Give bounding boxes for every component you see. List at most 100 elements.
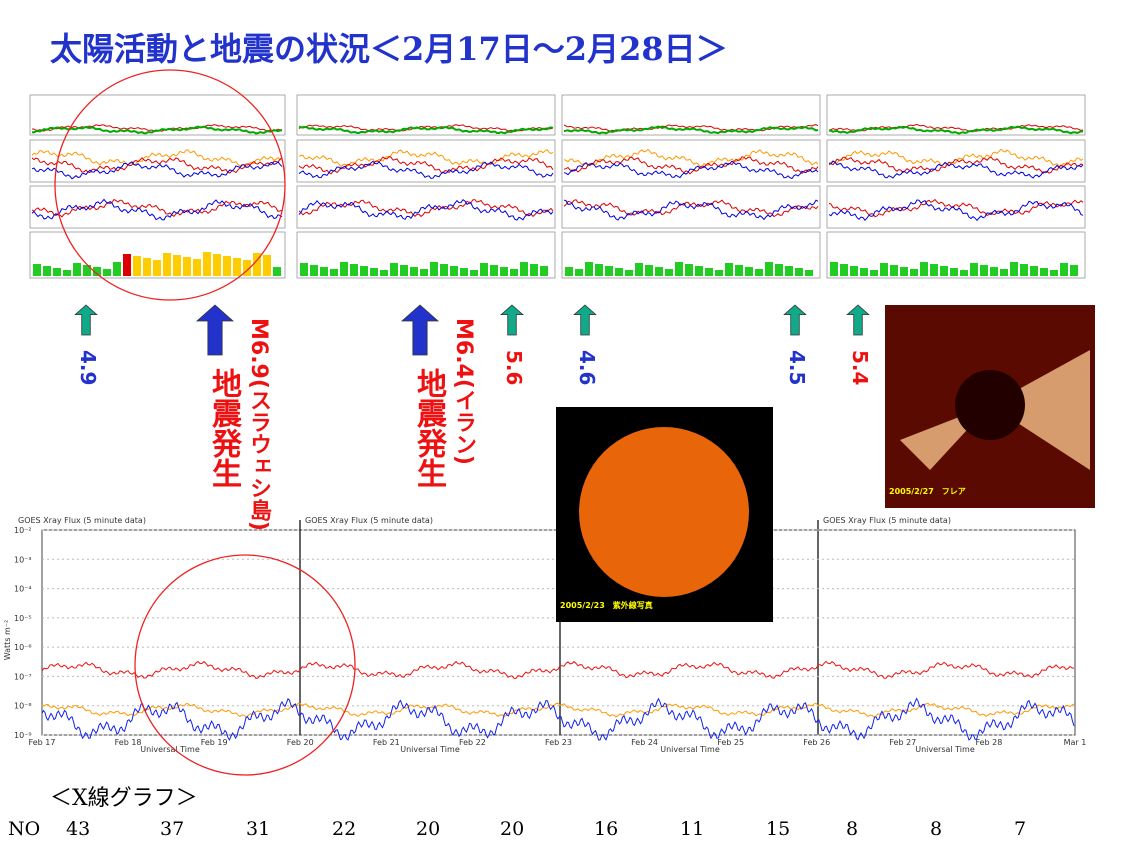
bar — [940, 266, 948, 276]
bar — [900, 267, 908, 276]
x-tick-label: Feb 26 — [803, 738, 830, 747]
bar — [273, 267, 281, 276]
panel — [29, 94, 286, 136]
bar — [950, 268, 958, 276]
bar — [685, 264, 693, 276]
bar — [540, 266, 548, 276]
bar — [470, 270, 478, 276]
bar — [970, 263, 978, 276]
bar — [805, 270, 813, 276]
bar — [850, 266, 858, 276]
x-axis-label: Universal Time — [140, 745, 200, 754]
curve — [828, 199, 1084, 222]
bar — [103, 269, 111, 276]
bar — [645, 265, 653, 276]
number: 31 — [246, 818, 271, 840]
curve — [298, 156, 554, 175]
highlight — [134, 554, 356, 776]
number: 37 — [160, 818, 185, 840]
bar — [735, 265, 743, 276]
curve — [563, 156, 819, 175]
x-tick-label: Feb 23 — [545, 738, 572, 747]
bar — [910, 269, 918, 276]
marker-label: 5.4 — [848, 350, 872, 386]
x-tick-label: Feb 21 — [373, 738, 400, 747]
bar — [755, 269, 763, 276]
marker-label: 5.6 — [502, 350, 526, 386]
bar — [595, 264, 603, 276]
bar — [53, 268, 61, 276]
curve — [828, 156, 1084, 174]
arrow — [400, 304, 440, 356]
curve — [828, 123, 1084, 132]
bar — [63, 270, 71, 276]
bar — [530, 264, 538, 276]
y-tick-label: 10⁻³ — [14, 555, 32, 564]
x-tick-label: Feb 25 — [717, 738, 744, 747]
curve — [563, 125, 819, 135]
bar — [300, 263, 308, 276]
bar — [153, 260, 161, 276]
bar — [263, 255, 271, 276]
caption: ＜X線グラフ＞ — [50, 786, 198, 811]
bar — [765, 262, 773, 276]
bar — [480, 263, 488, 276]
bar — [400, 265, 408, 276]
bar — [615, 268, 623, 276]
y-tick-label: 10⁻⁹ — [14, 731, 32, 740]
bar — [830, 262, 838, 276]
curve — [828, 125, 1084, 135]
sun — [579, 427, 749, 597]
panel — [296, 231, 556, 279]
bar — [675, 262, 683, 276]
bar — [785, 266, 793, 276]
curve — [563, 199, 819, 218]
curve — [828, 160, 1084, 179]
bar — [585, 262, 593, 276]
chart-title: GOES Xray Flux (5 minute data) — [823, 516, 951, 525]
bar — [370, 268, 378, 276]
y-tick-label: 10⁻⁴ — [14, 585, 32, 594]
marker-label: M6.9(スラウェシ島) — [246, 318, 271, 531]
curve — [41, 697, 1075, 741]
y-tick-label: 10⁻⁷ — [14, 672, 32, 681]
arrow — [783, 304, 807, 336]
bar — [795, 268, 803, 276]
x-tick-label: Feb 27 — [889, 738, 916, 747]
bar — [565, 267, 573, 276]
curve — [31, 198, 283, 221]
bar — [430, 262, 438, 276]
bar — [253, 253, 261, 276]
title: 太陽活動と地震の状況＜2月17日～2月28日＞ — [50, 30, 728, 68]
number: 16 — [594, 818, 619, 840]
curve — [31, 161, 283, 180]
bar — [183, 257, 191, 276]
bar — [1010, 262, 1018, 276]
curve — [298, 160, 554, 180]
number: 7 — [1014, 818, 1027, 840]
panel — [826, 185, 1086, 229]
bar — [440, 264, 448, 276]
bar — [163, 253, 171, 276]
bar — [410, 267, 418, 276]
curve — [31, 149, 283, 168]
bar — [840, 264, 848, 276]
bar — [575, 269, 583, 276]
marker-label: 4.5 — [785, 350, 809, 386]
bar — [1060, 263, 1068, 276]
x-axis-label: Universal Time — [915, 745, 975, 754]
marker-label: 4.9 — [76, 350, 100, 386]
number: 11 — [680, 818, 705, 840]
number: 8 — [930, 818, 943, 840]
curve — [31, 125, 282, 135]
panel — [561, 94, 821, 136]
bar — [340, 262, 348, 276]
arrow — [573, 304, 597, 336]
x-tick-label: Mar 1 — [1064, 738, 1087, 747]
arrow — [74, 304, 98, 336]
marker-label: 4.6 — [575, 350, 599, 386]
bar — [655, 267, 663, 276]
bar — [665, 269, 673, 276]
number: 22 — [332, 818, 357, 840]
curve — [563, 199, 819, 221]
